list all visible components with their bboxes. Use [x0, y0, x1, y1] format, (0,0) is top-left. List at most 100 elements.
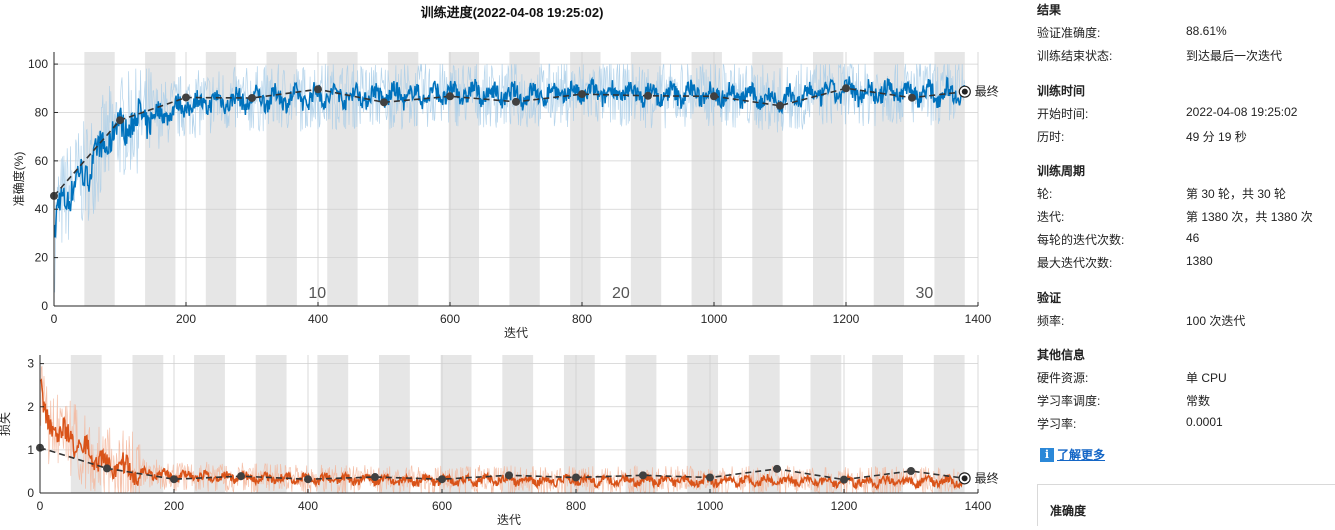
- y-tick-label: 80: [35, 105, 49, 119]
- row-key: 历时:: [1037, 130, 1065, 144]
- row-key: 学习率调度:: [1037, 394, 1101, 408]
- accuracy-box-title: 准确度: [1050, 504, 1087, 518]
- row-value: 单 CPU: [1186, 371, 1227, 385]
- x-tick-label: 400: [298, 499, 318, 513]
- epoch-band: [625, 355, 657, 493]
- x-tick-label: 1000: [701, 312, 728, 326]
- epoch-row: 轮: 第 30 轮，共 30 轮: [1037, 185, 1335, 201]
- accuracy-plot: 最终 0 200 400 600 800 1000 1200 1400 0 20 40 60 80 100 迭…: [11, 52, 999, 340]
- x-tick-label: 0: [37, 499, 44, 513]
- validation-point: [842, 84, 850, 93]
- epoch-label: 30: [916, 285, 934, 302]
- y-tick-label: 0: [27, 486, 34, 500]
- training-raw-line: [54, 63, 966, 293]
- final-point: [961, 475, 968, 482]
- validation-point: [908, 93, 916, 102]
- validation-point: [512, 97, 520, 106]
- row-value: 49 分 19 秒: [1186, 130, 1247, 144]
- validation-point: [116, 116, 124, 125]
- row-key: 验证准确度:: [1037, 26, 1101, 40]
- validation-point: [446, 92, 454, 101]
- epoch-label: 10: [308, 285, 326, 302]
- row-value: 100 次迭代: [1186, 314, 1246, 328]
- x-tick-label: 200: [176, 312, 196, 326]
- y-tick-label: 2: [27, 400, 34, 414]
- start-time-row: 开始时间: 2022-04-08 19:25:02: [1037, 105, 1335, 121]
- validation-point: [572, 473, 580, 482]
- epoch-band: [84, 52, 115, 306]
- epoch-band: [933, 355, 965, 493]
- row-key: 硬件资源:: [1037, 371, 1089, 385]
- x-tick-label: 400: [308, 312, 328, 326]
- info-icon: i: [1040, 447, 1054, 462]
- y-tick-label: 3: [27, 357, 34, 371]
- hardware-row: 硬件资源: 单 CPU: [1037, 369, 1335, 385]
- y-tick-label: 100: [28, 57, 48, 71]
- y-tick-label: 20: [35, 251, 49, 265]
- learn-more-link[interactable]: i 了解更多: [1040, 446, 1105, 464]
- row-key: 学习率:: [1037, 417, 1077, 431]
- row-key: 迭代:: [1037, 210, 1065, 224]
- validation-point: [776, 101, 784, 110]
- row-key: 开始时间:: [1037, 107, 1089, 121]
- row-key: 轮:: [1037, 187, 1053, 201]
- x-tick-label: 1000: [697, 499, 724, 513]
- iteration-row: 迭代: 第 1380 次，共 1380 次: [1037, 208, 1335, 224]
- y-tick-label: 40: [35, 202, 49, 216]
- row-key: 训练结束状态:: [1037, 49, 1113, 63]
- validation-point: [773, 464, 781, 473]
- x-tick-label: 600: [432, 499, 452, 513]
- x-tick-label: 800: [566, 499, 586, 513]
- time-heading: 训练时间: [1037, 84, 1086, 98]
- validation-point: [907, 467, 915, 476]
- validation-point: [840, 475, 848, 484]
- row-value: 第 1380 次，共 1380 次: [1186, 210, 1313, 224]
- max-iter-row: 最大迭代次数: 1380: [1037, 254, 1335, 270]
- row-value: 1380: [1186, 254, 1213, 268]
- cycle-heading: 训练周期: [1037, 164, 1086, 178]
- plots-svg: 训练进度(2022-04-08 19:25:02)最终0 200 400 600 800…: [0, 5, 999, 527]
- validation-point: [371, 473, 379, 482]
- iter-per-epoch-row: 每轮的迭代次数: 46: [1037, 231, 1335, 247]
- validation-point: [237, 472, 245, 481]
- row-value: 2022-04-08 19:25:02: [1186, 105, 1298, 119]
- validation-accuracy-row: 验证准确度: 88.61%: [1037, 24, 1335, 40]
- x-tick-label: 1200: [833, 312, 860, 326]
- row-value: 到达最后一次迭代: [1186, 49, 1283, 63]
- x-tick-label: 1200: [831, 499, 858, 513]
- row-key: 每轮的迭代次数:: [1037, 233, 1125, 247]
- accuracy-info-box: 准确度: [1037, 484, 1335, 526]
- row-key: 频率:: [1037, 314, 1065, 328]
- results-heading: 结果: [1037, 3, 1062, 17]
- validation-point: [639, 471, 647, 480]
- training-plots: 训练进度(2022-04-08 19:25:02) 最终 0 200 400 600 800…: [0, 5, 999, 527]
- final-label: 最终: [975, 470, 999, 485]
- elapsed-row: 历时: 49 分 19 秒: [1037, 128, 1335, 144]
- x-axis-label: 迭代: [504, 326, 528, 340]
- validation-point: [710, 92, 718, 101]
- learn-more-label[interactable]: 了解更多: [1057, 448, 1106, 462]
- training-smoothed-line: [40, 378, 966, 491]
- validation-point: [182, 93, 190, 102]
- x-tick-label: 200: [164, 499, 184, 513]
- x-tick-label: 800: [572, 312, 592, 326]
- y-tick-label: 0: [41, 299, 48, 313]
- validation-point: [706, 473, 714, 482]
- x-tick-label: 600: [440, 312, 460, 326]
- row-value: 第 30 轮，共 30 轮: [1186, 187, 1287, 201]
- validation-point: [644, 91, 652, 100]
- validation-point: [505, 471, 513, 480]
- training-smoothed-line: [53, 76, 966, 238]
- row-value: 常数: [1186, 394, 1211, 408]
- x-tick-label: 1400: [965, 499, 992, 513]
- row-key: 最大迭代次数:: [1037, 256, 1113, 270]
- epoch-label: 20: [612, 285, 630, 302]
- loss-plot: 最终 0 200 400 600 800 1000 1200 1400 0 1 2 3 迭代 损失: [0, 355, 999, 527]
- x-tick-label: 0: [51, 312, 58, 326]
- lr-schedule-row: 学习率调度: 常数: [1037, 392, 1335, 408]
- plot-title: 训练进度(2022-04-08 19:25:02): [421, 5, 604, 20]
- epoch-band: [205, 52, 237, 306]
- row-value: 88.61%: [1186, 24, 1227, 38]
- row-value: 46: [1186, 231, 1200, 245]
- x-axis-label: 迭代: [497, 513, 521, 525]
